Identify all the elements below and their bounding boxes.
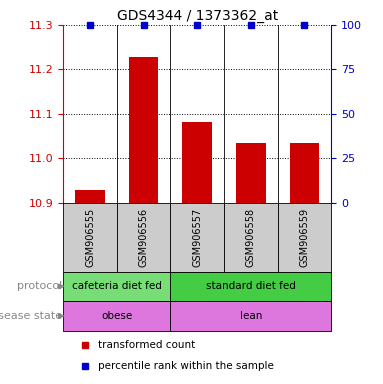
Bar <box>290 142 319 202</box>
Text: GSM906556: GSM906556 <box>139 207 149 266</box>
Bar <box>117 203 170 271</box>
Text: GSM906555: GSM906555 <box>85 207 95 267</box>
Text: GSM906557: GSM906557 <box>192 207 202 267</box>
Bar <box>75 190 105 202</box>
Bar <box>224 203 278 271</box>
Bar <box>170 271 331 301</box>
Text: GSM906558: GSM906558 <box>246 207 256 266</box>
Bar <box>183 122 212 202</box>
Text: standard diet fed: standard diet fed <box>206 281 296 291</box>
Bar <box>236 142 266 202</box>
Text: transformed count: transformed count <box>98 339 195 350</box>
Bar <box>170 203 224 271</box>
Text: obese: obese <box>101 311 133 321</box>
Text: percentile rank within the sample: percentile rank within the sample <box>98 361 274 371</box>
Bar <box>63 203 117 271</box>
Text: protocol: protocol <box>17 281 62 291</box>
Title: GDS4344 / 1373362_at: GDS4344 / 1373362_at <box>116 8 278 23</box>
Bar <box>129 57 159 202</box>
Text: GSM906559: GSM906559 <box>300 207 309 266</box>
Text: disease state: disease state <box>0 311 62 321</box>
Bar <box>278 203 331 271</box>
Bar <box>63 301 170 331</box>
Text: cafeteria diet fed: cafeteria diet fed <box>72 281 162 291</box>
Bar <box>63 271 170 301</box>
Text: lean: lean <box>240 311 262 321</box>
Bar <box>170 301 331 331</box>
